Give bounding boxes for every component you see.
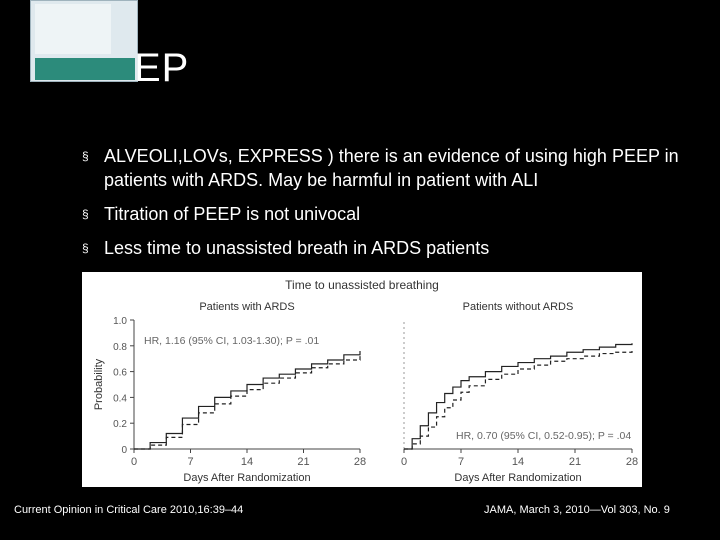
x-tick-label: 0	[131, 456, 137, 468]
x-tick-label: 7	[458, 456, 464, 468]
y-axis-label: Probability	[93, 358, 105, 410]
x-tick-label: 14	[512, 456, 524, 468]
bullet-item: § ALVEOLI,LOVs, EXPRESS ) there is an ev…	[82, 144, 702, 192]
x-axis-label: Days After Randomization	[454, 472, 581, 484]
bullet-marker-icon: §	[82, 149, 89, 163]
x-tick-label: 28	[626, 456, 638, 468]
bullet-text: Less time to unassisted breath in ARDS p…	[104, 238, 490, 258]
bullet-text: Titration of PEEP is not univocal	[104, 204, 361, 224]
ventilator-image	[30, 0, 138, 82]
x-tick-label: 28	[354, 456, 366, 468]
panel-subtitle: Patients without ARDS	[463, 301, 574, 313]
bullet-marker-icon: §	[82, 207, 89, 221]
series-line-1	[404, 343, 633, 450]
hazard-ratio-annotation: HR, 1.16 (95% CI, 1.03-1.30); P = .01	[144, 335, 319, 347]
series-line-2	[134, 356, 361, 450]
bullet-item: § Less time to unassisted breath in ARDS…	[82, 236, 702, 260]
footer-source-right: JAMA, March 3, 2010—Vol 303, No. 9	[484, 504, 670, 516]
panel-subtitle: Patients with ARDS	[199, 301, 294, 313]
series-line-1	[134, 350, 361, 450]
y-tick-label: 0.4	[113, 393, 127, 404]
chart-title: Time to unassisted breathing	[285, 278, 439, 292]
bullet-list: § ALVEOLI,LOVs, EXPRESS ) there is an ev…	[82, 144, 702, 270]
y-tick-label: 1.0	[113, 316, 127, 327]
x-tick-label: 14	[241, 456, 253, 468]
x-tick-label: 0	[401, 456, 407, 468]
bullet-text: ALVEOLI,LOVs, EXPRESS ) there is an evid…	[104, 146, 679, 190]
x-tick-label: 7	[187, 456, 193, 468]
y-tick-label: 0	[121, 445, 127, 456]
bullet-marker-icon: §	[82, 241, 89, 255]
x-axis-label: Days After Randomization	[183, 472, 310, 484]
hazard-ratio-annotation: HR, 0.70 (95% CI, 0.52-0.95); P = .04	[456, 430, 631, 442]
chart-figure: Time to unassisted breathing Patients wit…	[82, 272, 642, 487]
ventilator-controls	[35, 58, 135, 80]
ventilator-screen	[35, 4, 111, 54]
y-tick-label: 0.8	[113, 342, 127, 353]
slide-title: EP	[134, 46, 190, 90]
y-tick-label: 0.2	[113, 419, 127, 430]
y-tick-label: 0.6	[113, 368, 127, 379]
x-tick-label: 21	[569, 456, 581, 468]
footer-source-left: Current Opinion in Critical Care 2010,16…	[14, 504, 244, 516]
bullet-item: § Titration of PEEP is not univocal	[82, 202, 702, 226]
x-tick-label: 21	[297, 456, 309, 468]
kaplan-meier-chart: Time to unassisted breathing Patients wit…	[93, 278, 638, 484]
